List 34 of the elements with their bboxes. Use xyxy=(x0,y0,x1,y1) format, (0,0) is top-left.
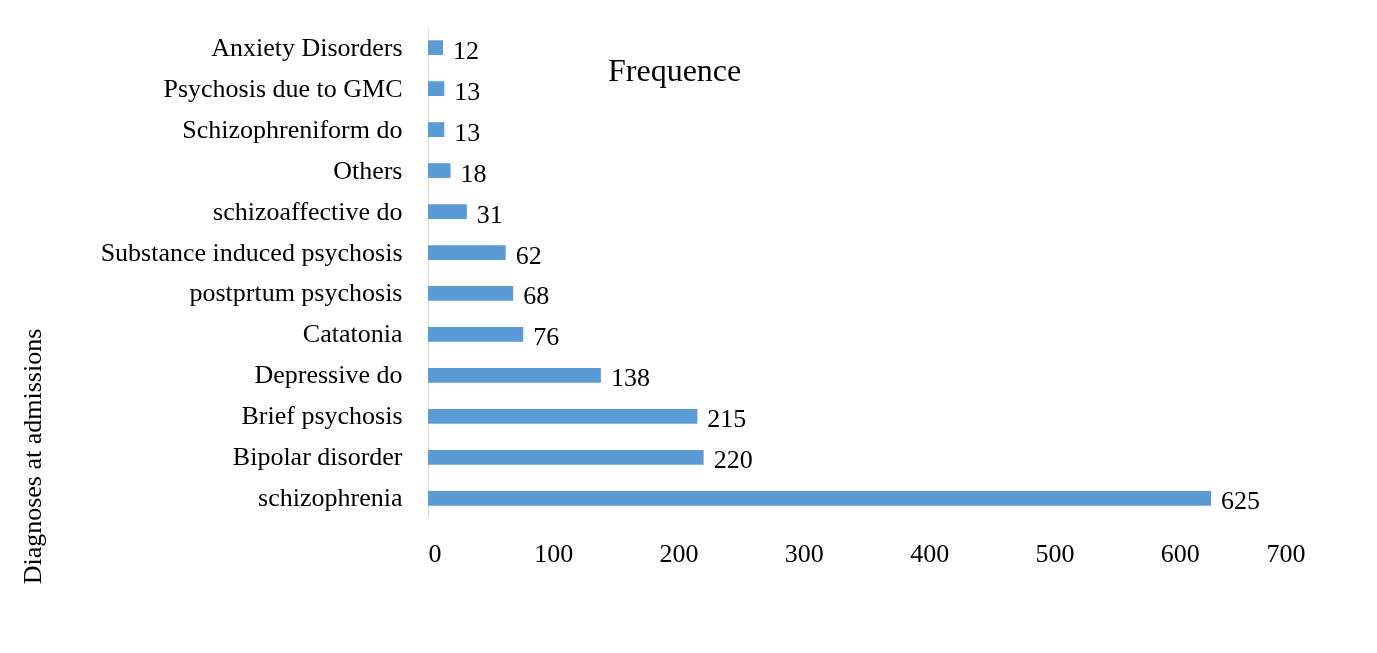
y-tick-label: schizoaffective do xyxy=(213,196,403,226)
x-tick-label: 200 xyxy=(659,538,699,568)
data-label: 31 xyxy=(476,199,503,229)
data-label: 12 xyxy=(453,35,480,65)
y-tick-label: Brief psychosis xyxy=(241,401,403,431)
data-label: 138 xyxy=(610,363,650,393)
y-tick-label: Anxiety Disorders xyxy=(211,32,403,62)
x-tick-label: 300 xyxy=(784,538,824,568)
text: Frequence xyxy=(608,52,742,88)
y-axis-title: Diagnoses at admissions xyxy=(17,328,47,585)
data-label: 13 xyxy=(454,117,481,147)
y-tick-label: Others xyxy=(333,155,403,185)
data-label: 62 xyxy=(515,240,542,270)
data-label: 220 xyxy=(713,445,753,475)
x-tick-label: 700 xyxy=(1266,538,1306,568)
data-label: 13 xyxy=(454,76,481,106)
x-tick-label: 100 xyxy=(534,538,574,568)
x-tick-label: 400 xyxy=(910,538,950,568)
x-tick-label: 500 xyxy=(1035,538,1075,568)
y-tick-label: Schizophreniform do xyxy=(182,114,403,144)
x-tick-label: 600 xyxy=(1160,538,1200,568)
y-tick-label: postprtum psychosis xyxy=(189,278,403,308)
y-tick-label: Depressive do xyxy=(254,360,403,390)
data-label: 215 xyxy=(707,404,747,434)
data-label: 625 xyxy=(1221,486,1261,516)
y-tick-label: Psychosis due to GMC xyxy=(163,73,403,103)
data-label: 76 xyxy=(533,322,560,352)
y-tick-label: Substance induced psychosis xyxy=(100,237,403,267)
data-label: 18 xyxy=(460,158,487,188)
x-tick-label: 0 xyxy=(428,538,442,568)
y-tick-label: Catatonia xyxy=(302,319,403,349)
data-label: 68 xyxy=(523,281,550,311)
y-tick-label: Bipolar disorder xyxy=(232,442,403,472)
y-tick-label: schizophrenia xyxy=(258,483,403,513)
